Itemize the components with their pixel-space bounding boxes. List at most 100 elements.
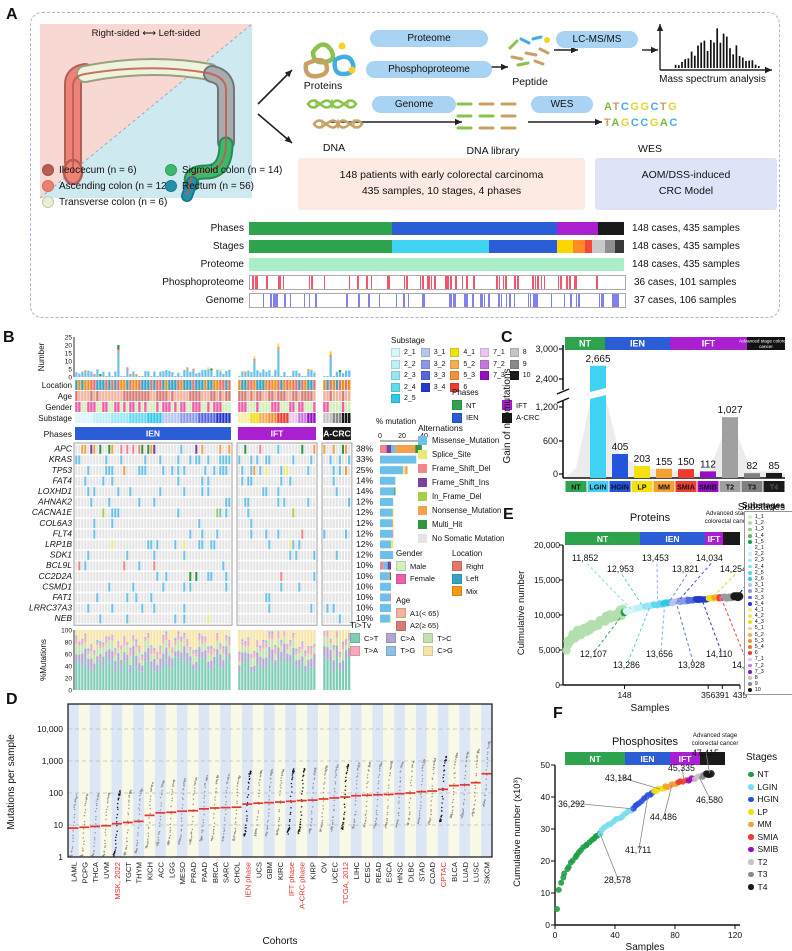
track-tick <box>578 294 581 307</box>
svg-text:14%: 14% <box>356 486 373 496</box>
substage-dot <box>748 676 752 680</box>
svg-text:80: 80 <box>670 930 680 940</box>
track-tick <box>406 276 409 289</box>
stage-dot <box>748 796 754 802</box>
colon-site-legend-col2: Sigmoid colon (n = 14) Rectum (n = 56) <box>165 164 282 196</box>
svg-text:IEN: IEN <box>640 754 654 764</box>
colon-lumen-line <box>72 67 227 195</box>
svg-text:Number: Number <box>37 342 46 371</box>
svg-text:KIRP: KIRP <box>309 862 318 880</box>
svg-text:100: 100 <box>49 788 63 798</box>
svg-text:TCGA, 2012: TCGA, 2012 <box>341 862 350 904</box>
site-legend-label: Rectum (n = 56) <box>182 180 254 192</box>
track-tick <box>533 294 535 307</box>
substage-legend-item: 1_4 <box>748 533 792 539</box>
track-tick <box>527 294 530 307</box>
track-tick <box>543 276 546 289</box>
legend-item: Right <box>452 561 484 571</box>
legend-swatch <box>386 645 397 656</box>
substage-legend-item: 4_1 <box>748 607 792 613</box>
track-tick <box>434 276 437 289</box>
bar-MM <box>656 468 672 478</box>
substage-legend-item: 7_1 <box>748 656 792 662</box>
legend-label: In_Frame_Del <box>432 492 482 501</box>
substage-legend-item: 5_2 <box>748 632 792 638</box>
legend-label: Left <box>466 574 479 583</box>
gender-legend: Gender Male Female <box>396 549 435 586</box>
bar-SMIB <box>700 471 716 478</box>
stage-dot <box>748 784 754 790</box>
substage-legend-item: 1_3 <box>748 526 792 532</box>
substage-dot <box>748 583 752 588</box>
svg-text:CC2D2A: CC2D2A <box>38 571 72 581</box>
proteins-label: Proteins <box>303 80 343 92</box>
track-tick <box>598 294 601 307</box>
neomutations-chart: Gain of neomutations 3,000 2,400 1,200 600 0 N… <box>502 337 792 513</box>
sample-tracks: Phases 148 cases, 435 samples Stages 148 ca… <box>30 222 740 312</box>
svg-text:203: 203 <box>634 454 651 465</box>
svg-text:12%: 12% <box>356 497 373 507</box>
colon-side-labels: Right-sided ⟷ Left-sided <box>40 28 252 39</box>
track-tick <box>403 294 406 307</box>
svg-text:0: 0 <box>545 920 550 930</box>
substage-dot <box>748 539 752 544</box>
track-tick <box>601 294 603 307</box>
wes-pill: WES <box>531 96 593 113</box>
stage-label: SMIA <box>757 831 779 842</box>
svg-text:Location: Location <box>42 381 72 390</box>
substage-label: 1_1 <box>754 514 764 521</box>
site-legend-label: Ileocecum (n = 6) <box>59 164 137 176</box>
legend-item: 3_3 <box>420 371 445 380</box>
cohort-info-line2: 435 samples, 10 stages, 4 phases <box>361 185 522 197</box>
track-tick <box>536 294 538 307</box>
legend-title: Ti>Tv <box>350 620 372 630</box>
legend-swatch <box>450 359 460 369</box>
svg-text:356: 356 <box>701 690 715 700</box>
phase-chips: IEN IFT A-CRC <box>75 427 351 440</box>
track-tick <box>256 276 258 289</box>
top-bar-chart <box>75 343 351 377</box>
legend-label: 2_5 <box>404 395 416 402</box>
legend-label: Female <box>410 574 436 583</box>
substage-dot <box>748 669 752 674</box>
legend-label: 5_2 <box>463 360 476 368</box>
mass-spectrum-label: Mass spectrum analysis <box>659 74 766 85</box>
legend-swatch <box>480 371 490 380</box>
left-sided-label: Left-sided <box>158 28 201 39</box>
legend-label: 4_1 <box>463 349 476 356</box>
site-color-dot <box>165 180 177 192</box>
colon-illustration: Right-sided ⟷ Left-sided <box>39 23 253 202</box>
base-T: T <box>612 101 621 113</box>
svg-text:MESO: MESO <box>178 862 187 884</box>
site-color-dot <box>42 180 54 192</box>
substage-dot <box>748 657 752 662</box>
svg-text:600: 600 <box>543 436 558 446</box>
stage-legend-item: T3 <box>748 868 779 881</box>
track-tick <box>289 294 292 307</box>
legend-swatch <box>420 348 430 357</box>
svg-text:0: 0 <box>378 433 382 440</box>
legend-label: 2_1 <box>404 349 416 356</box>
panel-a-label: A <box>6 6 18 23</box>
legend-label: Right <box>466 561 484 571</box>
track-tick <box>454 294 457 307</box>
svg-text:3,000: 3,000 <box>535 344 558 354</box>
track-tick <box>387 276 389 289</box>
svg-text:1: 1 <box>58 852 63 862</box>
substage-label: 4_3 <box>754 619 764 626</box>
track-tick <box>272 294 275 307</box>
legend-item: T>G <box>386 645 415 656</box>
substage-dot <box>748 663 752 668</box>
legend-swatch <box>420 371 430 380</box>
svg-text:30: 30 <box>541 824 551 834</box>
legend-item: 6 <box>450 382 475 392</box>
legend-swatch <box>420 359 430 369</box>
legend-title: Location <box>452 549 483 558</box>
wes-sequence-line1: ATCGGCTG <box>604 101 678 113</box>
track-tick <box>266 276 268 289</box>
svg-text:% mutation: % mutation <box>376 417 416 426</box>
stage-dot <box>748 884 754 890</box>
substage-label: 9 <box>754 681 758 688</box>
phases-legend: Phases NT IFT IEN A-CRC <box>452 388 560 425</box>
track-tick <box>557 276 560 289</box>
